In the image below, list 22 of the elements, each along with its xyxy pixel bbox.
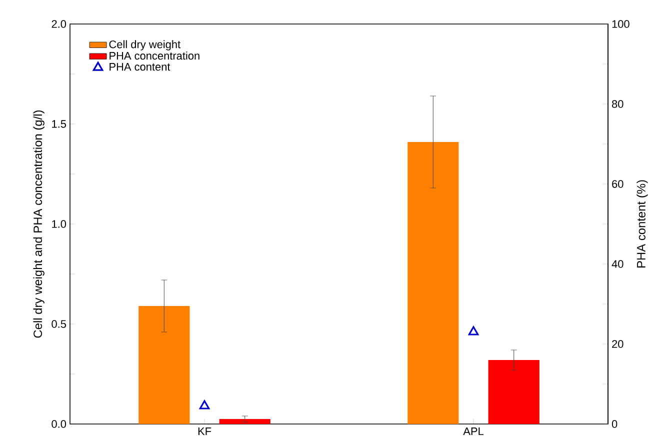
bar [138, 306, 190, 424]
legend-label: Cell dry weight [109, 40, 180, 50]
y2-tick-label: 20 [612, 340, 624, 348]
x-tick-label: KF [198, 428, 212, 436]
legend-label: PHA content [110, 63, 170, 71]
y-tick-label: 0.5 [52, 320, 66, 328]
bar [408, 142, 459, 424]
y-tick-label: 1.5 [52, 120, 66, 128]
y-tick-label: 2.0 [52, 20, 66, 28]
y2-axis-title: PHA content (%) [636, 180, 648, 268]
y2-tick-label: 100 [612, 20, 630, 28]
y2-tick-label: 80 [612, 100, 624, 108]
y2-tick-label: 40 [612, 260, 624, 268]
legend-label: PHA concentration [110, 52, 200, 60]
bar [488, 360, 540, 424]
y2-tick-label: 60 [612, 180, 624, 188]
y2-tick-label: 0 [612, 420, 618, 428]
x-tick-label: APL [463, 428, 484, 436]
y-axis-title: Cell dry weight and PHA concentration (g/l) [33, 110, 44, 338]
y-tick-label: 0.0 [52, 420, 66, 428]
y-tick-label: 1.0 [52, 220, 66, 228]
bar [219, 419, 270, 424]
